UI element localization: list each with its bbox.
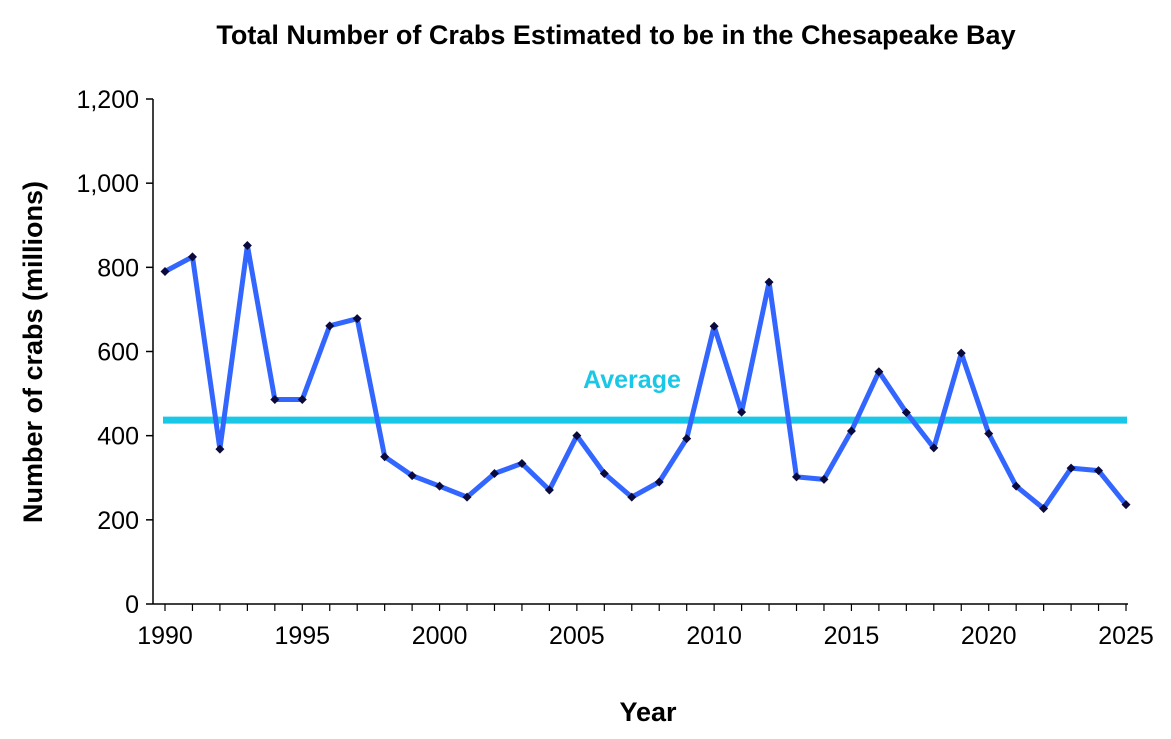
data-point [435,481,445,491]
data-point [270,394,280,404]
x-tick-label: 2005 [549,622,605,650]
y-tick-label: 800 [97,254,139,282]
data-point [462,492,472,502]
y-ticks: 0 200 400 600 800 1,000 1,200 [76,86,153,619]
y-tick-label: 600 [97,339,139,367]
x-tick-label: 2020 [961,622,1017,650]
data-point [1066,463,1076,473]
data-point [846,426,856,436]
x-tick-label: 2015 [824,622,880,650]
data-point [380,452,390,462]
data-point [242,240,252,250]
average-label: Average [583,366,681,394]
data-point [297,394,307,404]
data-point [984,429,994,439]
data-point [956,348,966,358]
data-point [544,485,554,495]
data-point [407,471,417,481]
data-point [901,408,911,418]
data-point [215,444,225,454]
average-group: Average [163,366,1127,424]
data-point [517,458,527,468]
x-tick-label: 2025 [1098,622,1154,650]
data-point [187,252,197,262]
data-point [627,492,637,502]
data-point [489,469,499,479]
data-point [764,277,774,287]
series-group [160,240,1131,513]
series-line [162,243,1129,511]
data-point [160,267,170,277]
x-tick-label: 2010 [686,622,742,650]
x-axis-label: Year [619,697,677,727]
chart-title: Total Number of Crabs Estimated to be in… [216,20,1015,50]
data-point [572,431,582,441]
y-tick-label: 1,200 [76,86,139,114]
y-tick-label: 0 [125,591,139,619]
y-tick-label: 200 [97,507,139,535]
y-tick-label: 400 [97,423,139,451]
data-point [709,321,719,331]
data-point [929,443,939,453]
data-point [352,314,362,324]
x-tick-label: 1990 [137,622,193,650]
y-axis-label: Number of crabs (millions) [18,181,48,523]
data-point [819,474,829,484]
data-point [654,477,664,487]
data-point [1011,481,1021,491]
data-point [737,407,747,417]
x-ticks: 1990 1995 2000 2005 2010 2015 2020 2025 [137,604,1154,650]
data-point [792,472,802,482]
data-point [1039,503,1049,513]
data-point [1121,500,1131,510]
data-point [874,367,884,377]
x-tick-label: 2000 [412,622,468,650]
data-point [599,469,609,479]
x-tick-label: 1995 [274,622,330,650]
data-point [325,321,335,331]
data-point [682,434,692,444]
y-tick-label: 1,000 [76,170,139,198]
data-point [1094,466,1104,476]
axes [152,99,1128,605]
